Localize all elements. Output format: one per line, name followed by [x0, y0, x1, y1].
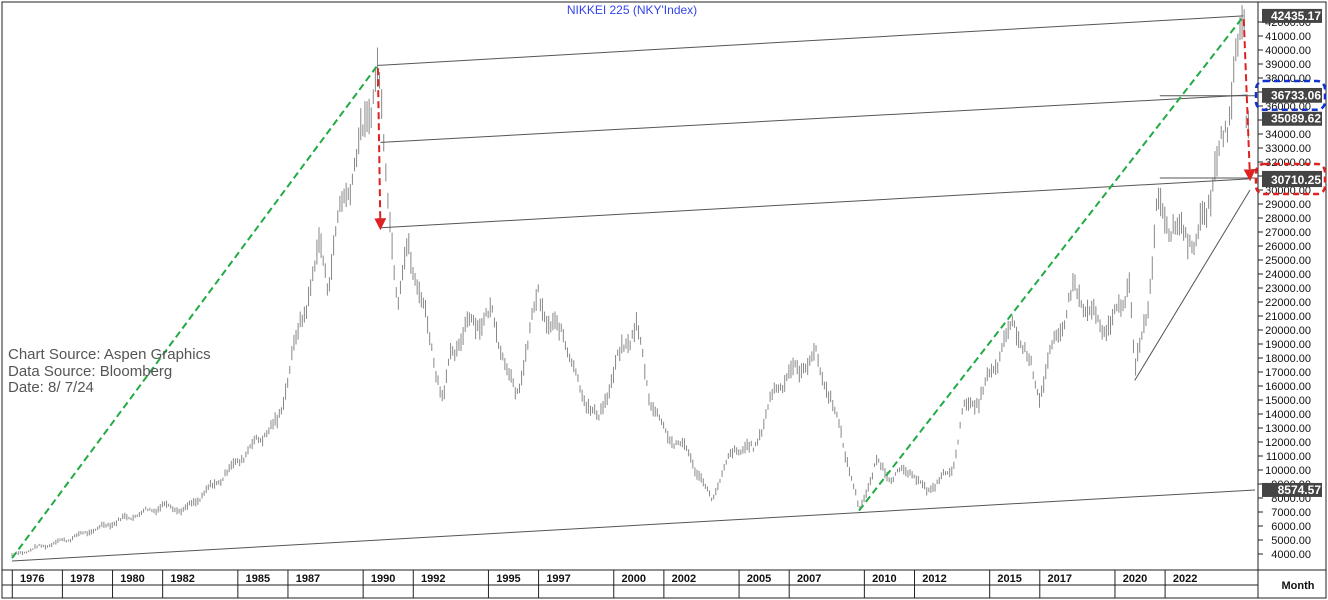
y-tick-label: 7000.00: [1271, 507, 1311, 519]
source-note-date: Date: 8/ 7/24: [8, 379, 94, 396]
chart-title: NIKKEI 225 (NKY'Index): [567, 3, 697, 17]
y-tick-label: 41000.00: [1265, 31, 1311, 43]
y-tick-label: 24000.00: [1265, 269, 1311, 281]
level-label: 8574.57: [1278, 483, 1322, 497]
y-tick-label: 39000.00: [1265, 59, 1311, 71]
trend-line-mid-channel-b: [380, 178, 1249, 229]
y-tick-label: 6000.00: [1271, 521, 1311, 533]
y-tick-label: 25000.00: [1265, 255, 1311, 267]
x-tick-label: 2007: [797, 573, 821, 585]
level-label-bg: [1262, 482, 1322, 497]
x-tick-label: 2010: [872, 573, 896, 585]
x-tick-label: 2015: [997, 573, 1021, 585]
x-tick-label: 1978: [70, 573, 94, 585]
y-tick-label: 12000.00: [1265, 437, 1311, 449]
trend-lines: [11, 15, 1256, 562]
level-label: 35089.62: [1271, 112, 1321, 126]
x-tick-label: 2005: [747, 573, 771, 585]
level-label-bg: [1262, 111, 1322, 126]
y-tick-label: 19000.00: [1265, 339, 1311, 351]
x-tick-label: 2012: [922, 573, 946, 585]
source-note-data: Data Source: Bloomberg: [8, 363, 172, 380]
x-tick-label: 2017: [1048, 573, 1072, 585]
trend-line-green-2024: [858, 15, 1245, 512]
x-tick-label: 1992: [421, 573, 445, 585]
y-tick-label: 18000.00: [1265, 353, 1311, 365]
y-tick-label: 21000.00: [1265, 311, 1311, 323]
x-tick-label: 1985: [246, 573, 270, 585]
x-tick-label: 2002: [672, 573, 696, 585]
y-tick-label: 22000.00: [1265, 297, 1311, 309]
x-tick-label: 1990: [371, 573, 395, 585]
y-tick-label: 33000.00: [1265, 143, 1311, 155]
y-tick-label: 13000.00: [1265, 423, 1311, 435]
y-tick-label: 20000.00: [1265, 325, 1311, 337]
y-tick-label: 26000.00: [1265, 241, 1311, 253]
level-label: 42435.17: [1271, 9, 1321, 23]
x-axis-ticks: 1976 1978 1980 1982 1985 1987 1990 1992 1995 1997…: [11, 570, 1197, 598]
trend-line-mid-channel-a: [380, 94, 1248, 143]
blue-level-box: [1254, 79, 1327, 111]
y-tick-label: 29000.00: [1265, 199, 1311, 211]
y-tick-label: 16000.00: [1265, 381, 1311, 393]
level-label-bg: [1262, 88, 1322, 103]
y-tick-label: 17000.00: [1265, 367, 1311, 379]
x-tick-label: 1980: [120, 573, 144, 585]
trend-line-red-drop-2024: [1242, 19, 1256, 182]
level-label: 36733.06: [1271, 89, 1321, 103]
x-tick-label: 1976: [20, 573, 44, 585]
source-note-chart: Chart Source: Aspen Graphics: [8, 346, 211, 363]
red-level-box: [1254, 162, 1327, 196]
y-tick-label: 15000.00: [1265, 395, 1311, 407]
trend-line-upper-channel: [377, 15, 1244, 66]
level-label-bg: [1262, 173, 1322, 188]
x-tick-label: 2022: [1173, 573, 1197, 585]
y-tick-label: 38000.00: [1265, 73, 1311, 85]
price-bars: [11, 5, 1249, 557]
y-tick-label: 40000.00: [1265, 45, 1311, 57]
y-tick-label: 23000.00: [1265, 283, 1311, 295]
level-label: 30710.25: [1271, 173, 1321, 187]
x-tick-label: 1987: [296, 573, 320, 585]
period-label: Month: [1282, 580, 1315, 592]
y-tick-label: 4000.00: [1271, 549, 1311, 561]
x-tick-label: 2000: [622, 573, 646, 585]
y-tick-label: 11000.00: [1266, 451, 1311, 463]
level-labels: 42435.1736787.3436733.0635089.6230861.02…: [1254, 8, 1327, 497]
trend-line-bottom-channel: [11, 489, 1256, 562]
y-tick-label: 10000.00: [1265, 465, 1311, 477]
trend-line-red-drop-1990: [374, 68, 387, 231]
y-tick-label: 34000.00: [1265, 129, 1311, 141]
y-tick-label: 28000.00: [1265, 213, 1311, 225]
y-tick-label: 14000.00: [1265, 409, 1311, 421]
y-tick-label: 27000.00: [1265, 227, 1311, 239]
x-tick-label: 1997: [546, 573, 570, 585]
trend-line-green-1989: [11, 64, 379, 559]
y-tick-label: 5000.00: [1271, 535, 1311, 547]
x-tick-label: 1995: [496, 573, 520, 585]
trend-line-covid-support: [1134, 189, 1251, 381]
x-tick-label: 2020: [1123, 573, 1147, 585]
level-label-bg: [1262, 8, 1322, 23]
x-tick-label: 1982: [170, 573, 194, 585]
